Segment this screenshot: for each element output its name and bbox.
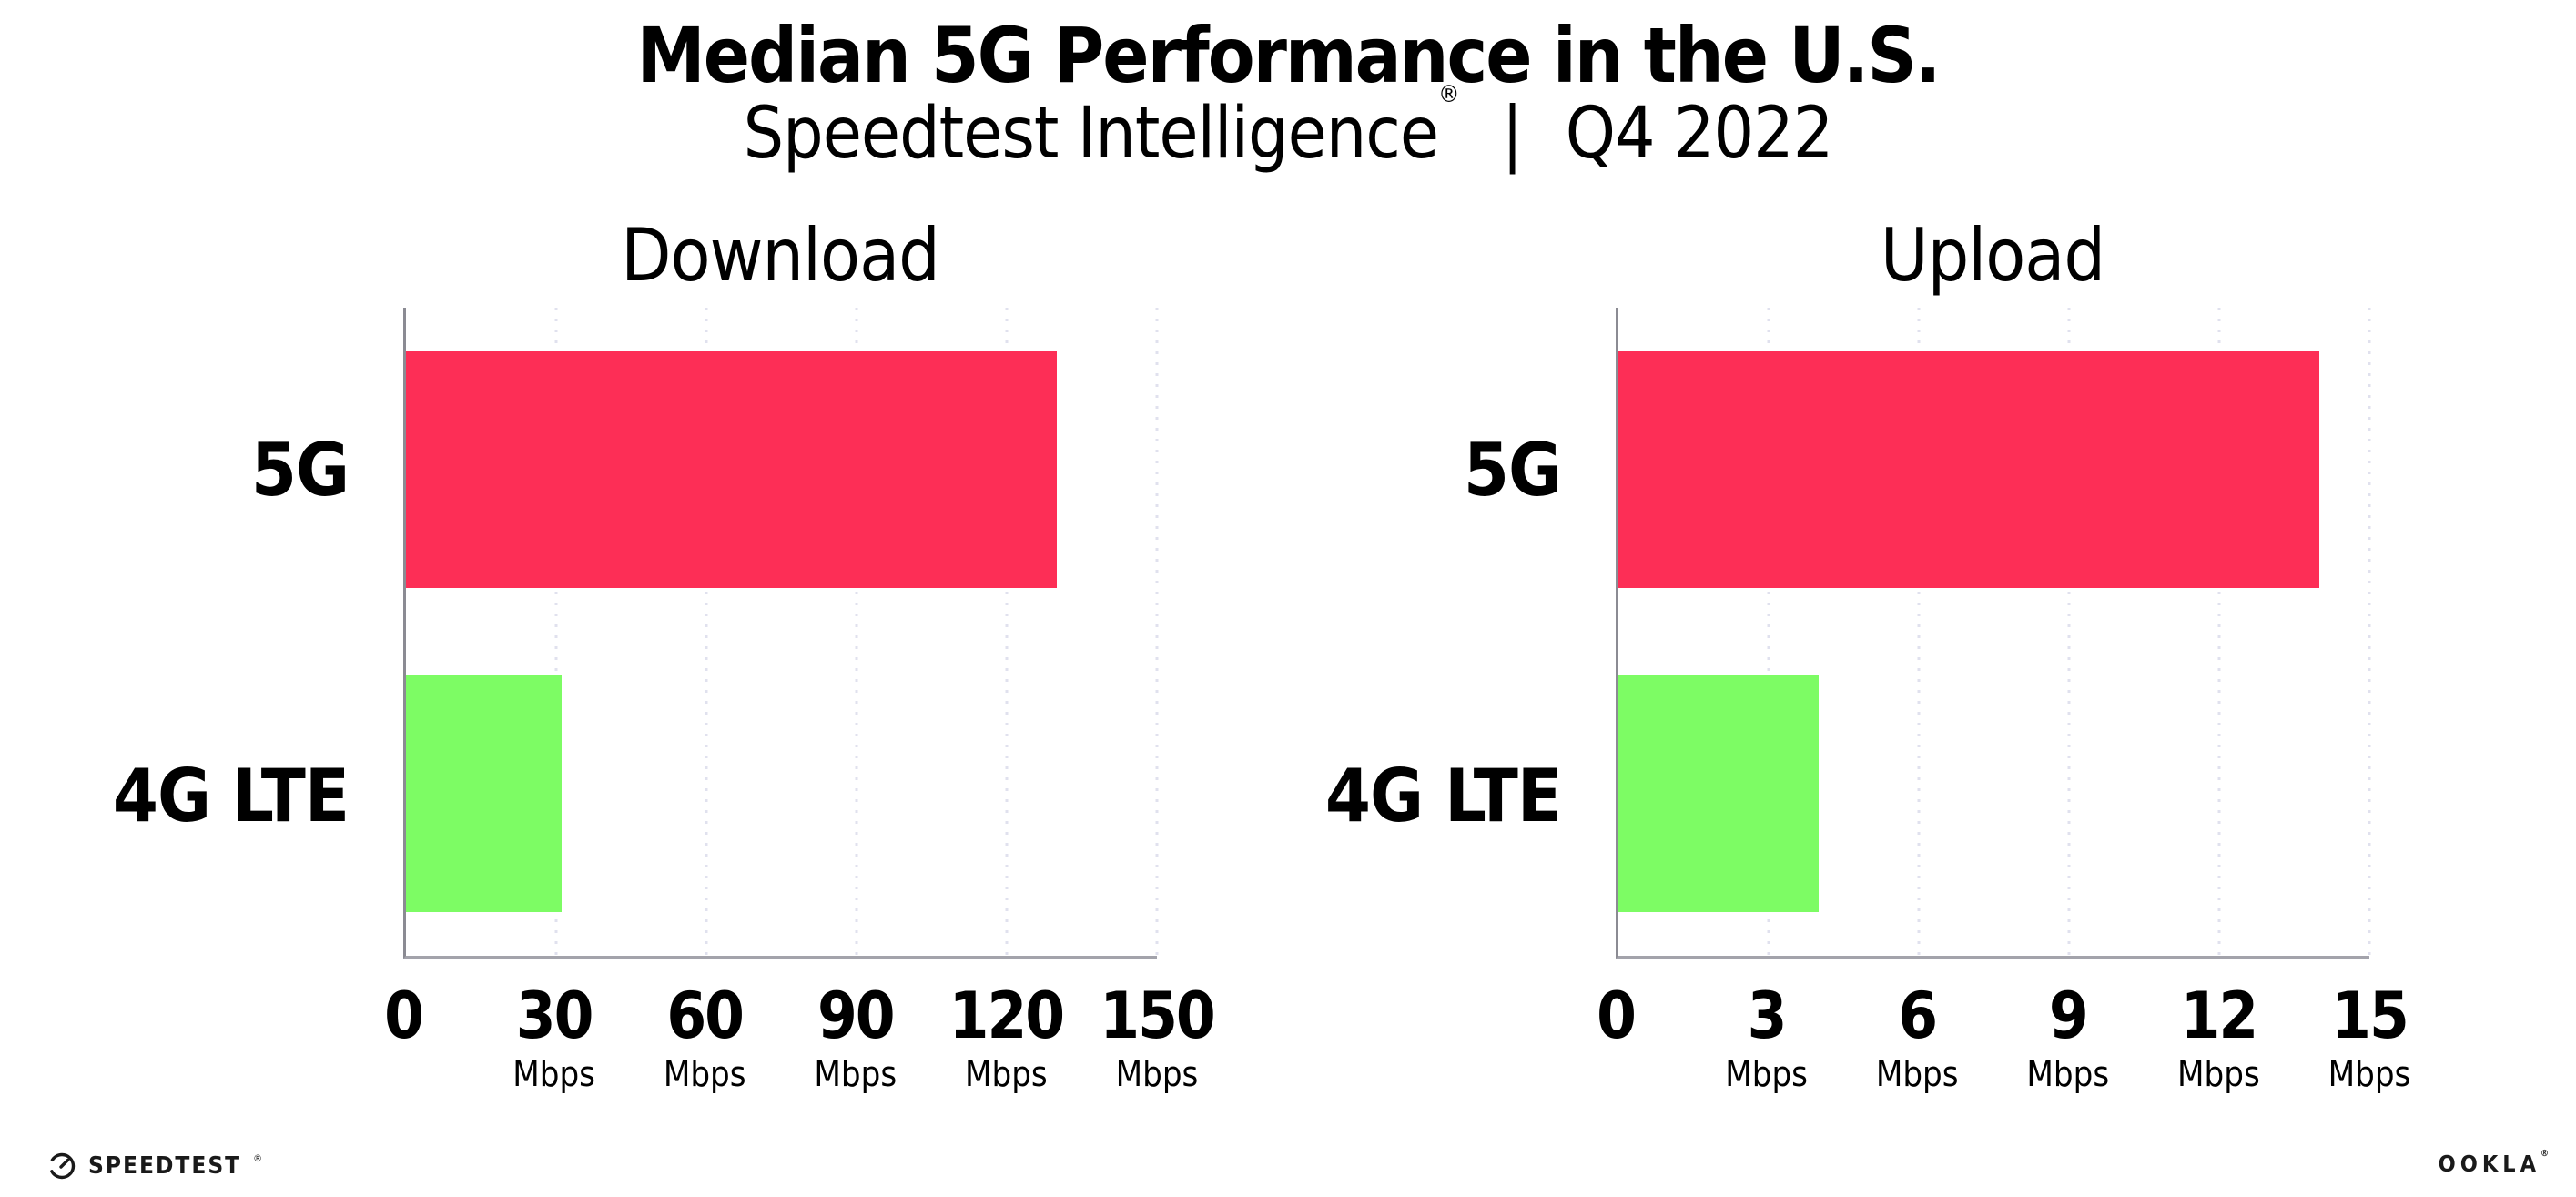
tick-value: 6 (1898, 979, 1938, 1053)
category-label-4g-lte: 4G LTE (112, 753, 350, 838)
upload-gridline-9 (2067, 308, 2071, 956)
download-chart-title: Download (621, 213, 940, 298)
upload-chart: Upload 5G 4G LTE 0 3 Mbps 6 Mbps 9 Mbps 12 Mbps 15… (1324, 209, 2410, 1121)
download-xtick-60: 60 Mbps (664, 984, 746, 1091)
subtitle-period: Q4 2022 (1565, 93, 1834, 175)
download-xtick-30: 30 Mbps (512, 984, 595, 1091)
download-category-labels: 5G 4G LTE (112, 308, 376, 959)
speedtest-logo: SPEEDTEST ® (47, 1151, 262, 1181)
download-gridline-30 (554, 308, 558, 956)
upload-band-4g-lte (1618, 632, 2369, 956)
tick-unit: Mbps (663, 1054, 746, 1094)
category-label-5g: 5G (250, 428, 350, 513)
download-xtick-120: 120 Mbps (948, 979, 1065, 1094)
speedtest-logo-text: SPEEDTEST (88, 1152, 242, 1180)
bar-5g-download (406, 350, 1057, 589)
download-x-axis: 0 30 Mbps 60 Mbps 90 Mbps 120 Mbps 150 Mbps (384, 979, 1216, 1121)
download-gridline-90 (855, 308, 858, 956)
upload-plot-area (1616, 308, 2371, 959)
upload-gridline-12 (2217, 308, 2221, 956)
tick-value: 12 (2180, 979, 2259, 1053)
tick-value: 120 (948, 979, 1065, 1053)
tick-unit: Mbps (512, 1054, 595, 1094)
tick-value: 15 (2331, 979, 2409, 1053)
page-title: Median 5G Performance in the U.S. (636, 11, 1941, 100)
tick-value: 0 (1597, 979, 1637, 1053)
download-xtick-90: 90 Mbps (814, 984, 897, 1091)
tick-value: 90 (816, 979, 896, 1053)
tick-value: 60 (666, 979, 745, 1053)
upload-xtick-0: 0 (1597, 979, 1637, 1053)
subtitle-brand: Speedtest Intelligence (743, 93, 1439, 175)
upload-chart-title: Upload (1880, 213, 2105, 298)
upload-xtick-9: 9 Mbps (2026, 984, 2109, 1091)
upload-xtick-15: 15 Mbps (2328, 984, 2411, 1091)
tick-unit: Mbps (965, 1054, 1048, 1094)
upload-xtick-6: 6 Mbps (1876, 984, 1959, 1091)
subtitle-divider: | (1501, 93, 1524, 175)
category-label-5g: 5G (1463, 428, 1562, 513)
upload-category-labels: 5G 4G LTE (1324, 308, 1588, 959)
ookla-logo-text: OOKLA (2438, 1151, 2541, 1177)
tick-value: 9 (2048, 979, 2089, 1053)
bar-4g-lte-upload (1618, 675, 1819, 913)
upload-xtick-3: 3 Mbps (1725, 984, 1808, 1091)
tick-unit: Mbps (1115, 1054, 1199, 1094)
registered-trademark-icon: ® (2541, 1148, 2549, 1159)
download-xtick-0: 0 (384, 979, 424, 1053)
upload-gridline-6 (1917, 308, 1921, 956)
download-band-4g-lte (406, 632, 1157, 956)
tick-value: 0 (384, 979, 424, 1053)
tick-value: 30 (515, 979, 594, 1053)
upload-xtick-12: 12 Mbps (2177, 984, 2260, 1091)
tick-unit: Mbps (2026, 1054, 2110, 1094)
download-xtick-150: 150 Mbps (1100, 979, 1215, 1094)
tick-value: 3 (1747, 979, 1788, 1053)
bar-4g-lte-download (406, 675, 562, 913)
download-gridline-120 (1005, 308, 1009, 956)
download-band-5g (406, 308, 1157, 632)
download-chart: Download 5G 4G LTE 0 30 Mbps 60 Mbps 90 Mbps 120… (112, 209, 1216, 1121)
tick-unit: Mbps (1875, 1054, 1959, 1094)
registered-trademark-icon: ® (1438, 81, 1459, 108)
category-label-4g-lte: 4G LTE (1324, 753, 1562, 838)
upload-band-5g (1618, 308, 2369, 632)
speedtest-gauge-icon (48, 1152, 76, 1180)
download-plot-area (403, 308, 1159, 959)
page-subtitle: Speedtest Intelligence® | Q4 2022 (0, 81, 2576, 175)
tick-unit: Mbps (814, 1054, 898, 1094)
tick-value: 150 (1100, 979, 1215, 1053)
upload-x-axis: 0 3 Mbps 6 Mbps 9 Mbps 12 Mbps 15 Mbps (1597, 984, 2410, 1121)
registered-trademark-icon: ® (253, 1151, 263, 1164)
download-gridline-150 (1155, 308, 1159, 956)
upload-gridline-15 (2368, 308, 2371, 956)
tick-unit: Mbps (2177, 1054, 2260, 1094)
tick-unit: Mbps (1725, 1054, 1808, 1094)
upload-gridline-3 (1767, 308, 1770, 956)
bar-5g-upload (1618, 350, 2319, 589)
download-gridline-60 (705, 308, 708, 956)
tick-unit: Mbps (2328, 1054, 2411, 1094)
ookla-logo: OOKLA® (2438, 1148, 2549, 1177)
